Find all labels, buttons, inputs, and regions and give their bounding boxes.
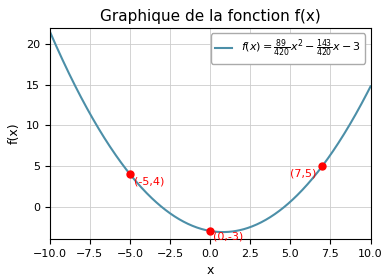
$f(x) = \frac{89}{420}x^2 - \frac{143}{420}x - 3$: [239, 228, 244, 232]
$f(x) = \frac{89}{420}x^2 - \frac{143}{420}x - 3$: [361, 98, 366, 102]
Text: (0,-3): (0,-3): [212, 232, 243, 242]
$f(x) = \frac{89}{420}x^2 - \frac{143}{420}x - 3$: [311, 176, 316, 179]
$f(x) = \frac{89}{420}x^2 - \frac{143}{420}x - 3$: [368, 85, 373, 88]
Legend: $f(x) = \frac{89}{420}x^2 - \frac{143}{420}x - 3$: $f(x) = \frac{89}{420}x^2 - \frac{143}{4…: [211, 33, 365, 64]
X-axis label: x: x: [206, 264, 214, 277]
Text: (-5,4): (-5,4): [134, 177, 164, 187]
Line: $f(x) = \frac{89}{420}x^2 - \frac{143}{420}x - 3$: $f(x) = \frac{89}{420}x^2 - \frac{143}{4…: [50, 31, 371, 232]
$f(x) = \frac{89}{420}x^2 - \frac{143}{420}x - 3$: [202, 228, 206, 231]
$f(x) = \frac{89}{420}x^2 - \frac{143}{420}x - 3$: [221, 230, 226, 234]
Y-axis label: f(x): f(x): [7, 123, 20, 144]
Title: Graphique de la fonction f(x): Graphique de la fonction f(x): [100, 9, 320, 24]
$f(x) = \frac{89}{420}x^2 - \frac{143}{420}x - 3$: [200, 227, 204, 231]
Text: (7,5): (7,5): [290, 168, 317, 178]
$f(x) = \frac{89}{420}x^2 - \frac{143}{420}x - 3$: [222, 230, 226, 234]
$f(x) = \frac{89}{420}x^2 - \frac{143}{420}x - 3$: [47, 29, 52, 33]
